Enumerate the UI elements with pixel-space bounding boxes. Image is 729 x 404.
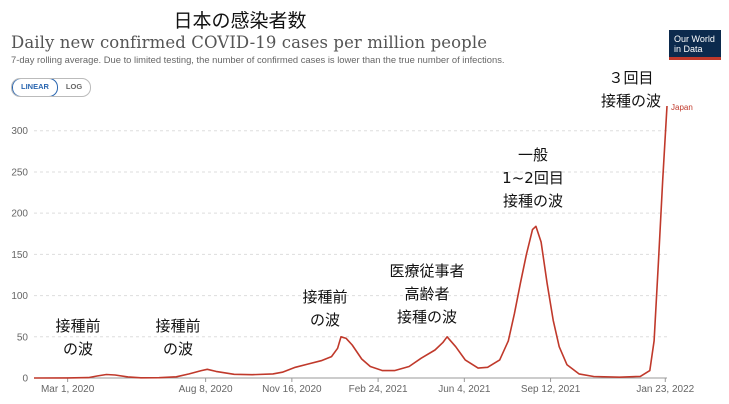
linear-scale-button[interactable]: LINEAR xyxy=(12,79,58,96)
chart-subtitle: 7-day rolling average. Due to limited te… xyxy=(11,54,505,65)
annotation-text: 接種の波 xyxy=(601,92,661,110)
annotation-text: 1~2回目 xyxy=(502,169,564,187)
y-tick-label: 0 xyxy=(22,374,28,385)
series-layer: Japan xyxy=(33,103,693,379)
x-tick-label: Mar 1, 2020 xyxy=(41,384,95,395)
x-tick-label: Nov 16, 2020 xyxy=(262,384,322,395)
x-tick-label: Jan 23, 2022 xyxy=(636,384,694,395)
annotation-text: 接種前 xyxy=(302,288,347,306)
annotation-text: 接種の波 xyxy=(503,192,563,210)
x-tick-label: Jun 4, 2021 xyxy=(438,384,491,395)
x-tick-label: Aug 8, 2020 xyxy=(179,384,233,395)
y-tick-label: 300 xyxy=(11,126,28,137)
series-line-japan xyxy=(33,105,668,379)
x-tick-label: Feb 24, 2021 xyxy=(349,384,408,395)
y-tick-label: 200 xyxy=(11,209,28,220)
owid-logo[interactable]: Our World in Data xyxy=(669,30,721,60)
annotation-text: ３回目 xyxy=(608,69,653,87)
y-axis: 0 50 100 150 200 250 300 xyxy=(11,126,28,384)
annotation-layer: 接種前の波接種前の波接種前の波医療従事者高齢者接種の波一般1~2回目接種の波３回… xyxy=(55,69,661,358)
annotation-text: 医療従事者 xyxy=(389,262,464,280)
annotation-text: 接種前 xyxy=(55,317,100,335)
annotation-text: 高齢者 xyxy=(404,285,449,303)
grid-lines xyxy=(34,130,667,379)
annotation-text: の波 xyxy=(63,340,93,358)
logo-line-1: Our World xyxy=(674,34,715,44)
log-scale-button[interactable]: LOG xyxy=(65,82,83,91)
x-tick-label: Sep 12, 2021 xyxy=(521,384,581,395)
series-label: Japan xyxy=(671,103,693,112)
logo-line-2: in Data xyxy=(674,44,703,54)
overlay-title: 日本の感染者数 xyxy=(173,10,307,32)
annotation-text: の波 xyxy=(310,311,340,329)
scale-toggle: LINEAR LOG xyxy=(11,78,92,97)
y-tick-label: 50 xyxy=(17,332,29,343)
y-tick-label: 100 xyxy=(11,291,28,302)
annotation-text: の波 xyxy=(163,340,193,358)
y-tick-label: 250 xyxy=(11,167,28,178)
annotation-text: 一般 xyxy=(518,146,548,164)
x-axis: Mar 1, 2020 Aug 8, 2020 Nov 16, 2020 Feb 24… xyxy=(41,378,695,395)
y-tick-label: 150 xyxy=(11,250,28,261)
annotation-text: 接種の波 xyxy=(397,308,457,326)
annotation-text: 接種前 xyxy=(155,317,200,335)
chart-title: Daily new confirmed COVID-19 cases per m… xyxy=(11,33,488,52)
